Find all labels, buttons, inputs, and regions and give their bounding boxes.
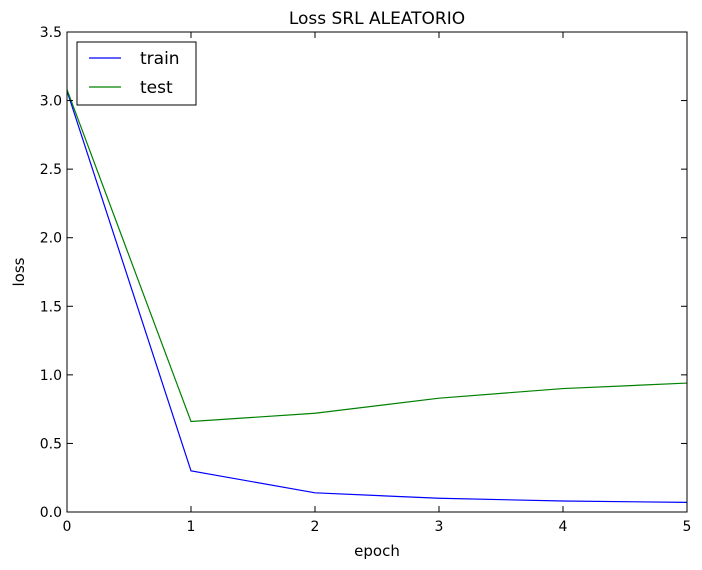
x-tick-label: 0 — [63, 519, 72, 535]
legend-box — [76, 41, 197, 106]
y-tick-label: 0.0 — [40, 505, 62, 521]
x-tick-label: 5 — [683, 519, 692, 535]
y-axis-label: loss — [10, 257, 28, 286]
x-axis-label: epoch — [354, 542, 400, 560]
y-tick-label: 1.0 — [40, 368, 62, 384]
y-tick-label: 2.0 — [40, 231, 62, 247]
y-tick-label: 3.5 — [40, 25, 62, 41]
legend-label-test: test — [140, 78, 173, 98]
x-tick-label: 3 — [435, 519, 444, 535]
x-tick-label: 1 — [187, 519, 196, 535]
plot-frame — [66, 31, 688, 513]
y-tick-label: 1.5 — [40, 299, 62, 315]
x-tick-label: 4 — [559, 519, 568, 535]
legend: train test — [76, 41, 197, 106]
axis-ticks — [66, 31, 688, 513]
series-line-train — [66, 90, 688, 503]
x-tick-label: 2 — [311, 519, 320, 535]
series-lines — [66, 89, 688, 503]
y-tick-label: 3.0 — [40, 94, 62, 110]
series-line-test — [66, 89, 688, 423]
tick-labels: 0 1 2 3 4 5 0.0 0.5 1.0 1.5 2.0 2.5 3.0 3.5 — [40, 25, 692, 535]
y-tick-label: 0.5 — [40, 436, 62, 452]
legend-label-train: train — [140, 49, 180, 69]
y-tick-label: 2.5 — [40, 162, 62, 178]
chart-title: Loss SRL ALEATORIO — [289, 9, 465, 29]
